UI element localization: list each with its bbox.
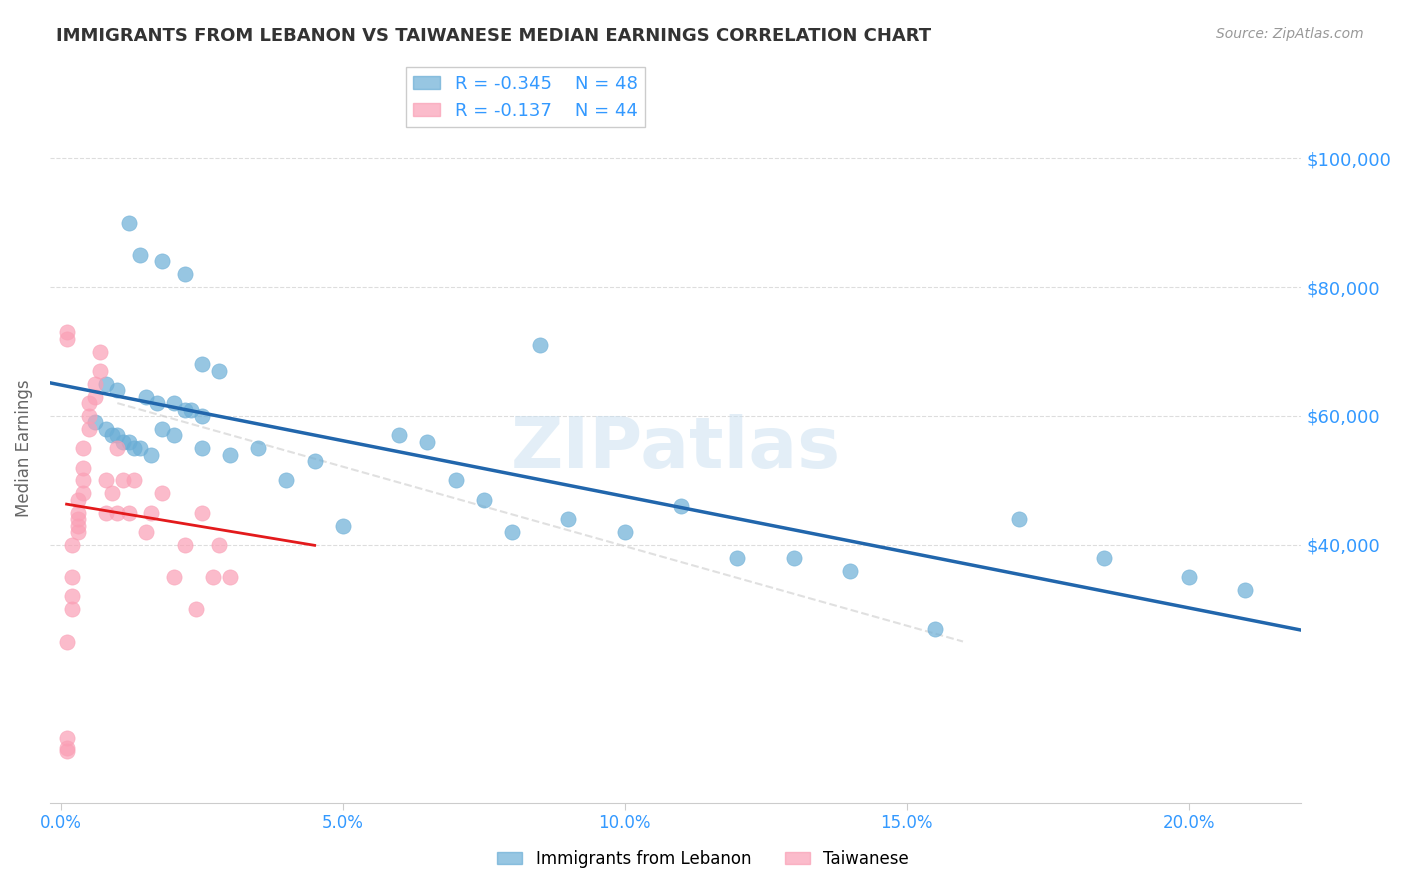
Point: [613, 524, 636, 539]
Point: [332, 518, 354, 533]
Point: [55, 731, 77, 746]
Point: [174, 538, 197, 552]
Point: [55, 744, 77, 758]
Point: [134, 390, 156, 404]
Point: [117, 216, 139, 230]
Point: [77, 409, 100, 423]
Point: [163, 570, 186, 584]
Point: [89, 344, 111, 359]
Point: [208, 364, 231, 378]
Point: [100, 428, 122, 442]
Point: [77, 422, 100, 436]
Point: [55, 332, 77, 346]
Point: [111, 434, 134, 449]
Point: [83, 376, 105, 391]
Point: [105, 383, 128, 397]
Point: [1233, 582, 1256, 597]
Point: [105, 441, 128, 455]
Point: [55, 740, 77, 755]
Point: [77, 396, 100, 410]
Text: IMMIGRANTS FROM LEBANON VS TAIWANESE MEDIAN EARNINGS CORRELATION CHART: IMMIGRANTS FROM LEBANON VS TAIWANESE MED…: [56, 27, 931, 45]
Point: [100, 486, 122, 500]
Point: [94, 474, 117, 488]
Point: [191, 506, 214, 520]
Point: [141, 448, 163, 462]
Point: [276, 474, 298, 488]
Point: [669, 499, 692, 513]
Point: [141, 506, 163, 520]
Text: Source: ZipAtlas.com: Source: ZipAtlas.com: [1216, 27, 1364, 41]
Point: [529, 338, 551, 352]
Point: [1008, 512, 1031, 526]
Point: [105, 428, 128, 442]
Point: [55, 634, 77, 648]
Point: [72, 486, 94, 500]
Point: [219, 570, 242, 584]
Point: [66, 492, 89, 507]
Point: [247, 441, 270, 455]
Point: [191, 441, 214, 455]
Point: [186, 602, 208, 616]
Point: [174, 402, 197, 417]
Point: [66, 524, 89, 539]
Point: [55, 325, 77, 339]
Point: [219, 448, 242, 462]
Point: [89, 364, 111, 378]
Point: [1177, 570, 1199, 584]
Point: [152, 422, 174, 436]
Point: [122, 474, 145, 488]
Point: [60, 538, 83, 552]
Point: [1092, 550, 1115, 565]
Point: [180, 402, 202, 417]
Point: [111, 474, 134, 488]
Point: [94, 376, 117, 391]
Point: [72, 460, 94, 475]
Point: [174, 267, 197, 281]
Point: [105, 506, 128, 520]
Point: [304, 454, 326, 468]
Text: ZIPatlas: ZIPatlas: [510, 414, 841, 483]
Point: [66, 512, 89, 526]
Legend: Immigrants from Lebanon, Taiwanese: Immigrants from Lebanon, Taiwanese: [491, 844, 915, 875]
Point: [83, 416, 105, 430]
Point: [60, 590, 83, 604]
Point: [117, 434, 139, 449]
Point: [472, 492, 495, 507]
Point: [416, 434, 439, 449]
Point: [163, 428, 186, 442]
Point: [208, 538, 231, 552]
Point: [727, 550, 749, 565]
Point: [924, 622, 946, 636]
Point: [444, 474, 467, 488]
Point: [66, 506, 89, 520]
Point: [72, 474, 94, 488]
Point: [163, 396, 186, 410]
Point: [202, 570, 225, 584]
Y-axis label: Median Earnings: Median Earnings: [15, 379, 32, 517]
Legend: R = -0.345    N = 48, R = -0.137    N = 44: R = -0.345 N = 48, R = -0.137 N = 44: [406, 68, 645, 127]
Point: [117, 506, 139, 520]
Point: [83, 390, 105, 404]
Point: [66, 518, 89, 533]
Point: [60, 570, 83, 584]
Point: [94, 506, 117, 520]
Point: [388, 428, 411, 442]
Point: [839, 564, 862, 578]
Point: [152, 486, 174, 500]
Point: [134, 524, 156, 539]
Point: [501, 524, 523, 539]
Point: [191, 409, 214, 423]
Point: [146, 396, 169, 410]
Point: [60, 602, 83, 616]
Point: [122, 441, 145, 455]
Point: [94, 422, 117, 436]
Point: [783, 550, 806, 565]
Point: [557, 512, 579, 526]
Point: [72, 441, 94, 455]
Point: [152, 254, 174, 268]
Point: [191, 358, 214, 372]
Point: [128, 441, 150, 455]
Point: [128, 248, 150, 262]
